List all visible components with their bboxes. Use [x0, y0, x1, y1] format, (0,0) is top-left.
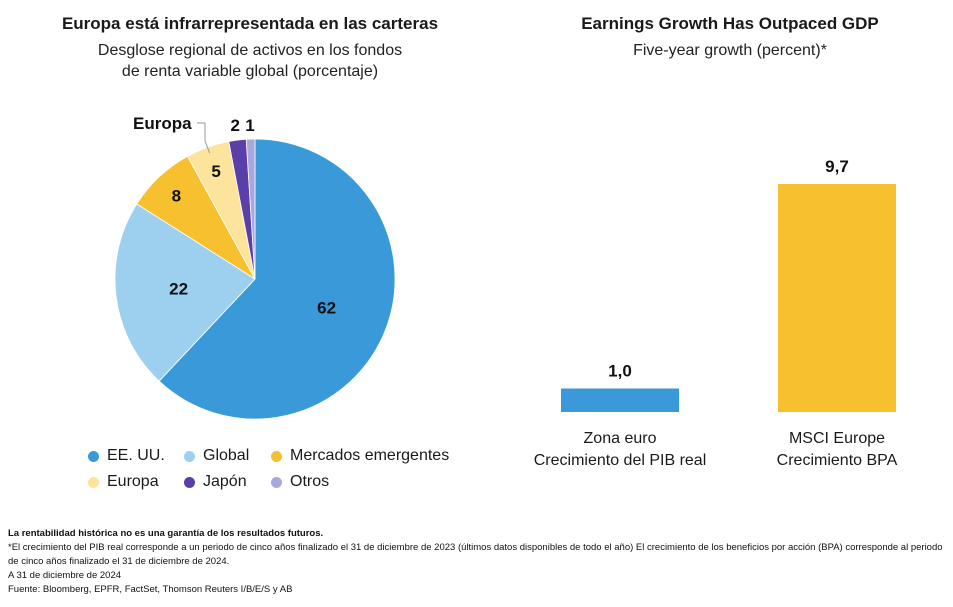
pie-callout-label-europa: Europa [133, 114, 192, 133]
legend-item-ee-uu: EE. UU. [88, 447, 165, 465]
bar-category-label-zona-euro: Zona euro [583, 430, 657, 447]
pie-value-label-global: 22 [169, 280, 188, 299]
legend-swatch-global [184, 450, 195, 462]
legend-swatch-japon [184, 476, 195, 488]
legend-item-mercados-emergentes: Mercados emergentes [271, 447, 449, 465]
chart-canvas: 62 22 8 5 2 1 Europa 1,0 9,7 [114, 114, 896, 420]
legend-item-otros: Otros [271, 473, 329, 491]
legend-item-japon: Japón [184, 473, 247, 491]
legend-swatch-otros [271, 476, 282, 488]
legend-swatch-ee-uu [88, 450, 99, 462]
legend-label-otros: Otros [290, 473, 330, 490]
bar-category-label-msci-europe: MSCI Europe [788, 430, 886, 447]
pie-callout-line [197, 122, 211, 154]
pie-slice-otros [245, 138, 256, 280]
bar-category-sublabel-msci-europe: Crecimiento BPA [776, 452, 898, 469]
legend-item-europa: Europa [88, 473, 159, 491]
pie-slice-ee-uu [158, 138, 396, 420]
pie-value-label-japon: 2 [230, 116, 239, 135]
pie-value-label-ee-uu: 62 [317, 298, 336, 317]
pie-slice-global [114, 203, 256, 382]
legend-item-global: Global [184, 447, 249, 465]
pie-value-label-europa: 5 [211, 162, 220, 181]
bar-chart-title: Earnings Growth Has Outpaced GDP [581, 14, 879, 33]
pie-chart-subtitle-line1: Desglose regional de activos en los fond… [97, 42, 403, 59]
bar-category-sublabel-zona-euro: Crecimiento del PIB real [533, 452, 707, 469]
bar-value-label-zona-euro: 1,0 [608, 361, 632, 380]
chart-notes: La rentabilidad histórica no es una gara… [8, 527, 948, 597]
legend-label-ee-uu: EE. UU. [107, 447, 165, 464]
pie-chart-subtitle-line2: de renta variable global (porcentaje) [121, 63, 379, 80]
pie-value-label-mercados-emergentes: 8 [172, 186, 181, 205]
pie-value-label-otros: 1 [245, 116, 254, 135]
bar-value-label-msci-europe: 9,7 [825, 157, 849, 176]
legend-swatch-europa [88, 476, 99, 488]
footnote-text: *El crecimiento del PIB real corresponde… [8, 542, 943, 567]
bar-zona-euro [561, 388, 679, 412]
legend-label-europa: Europa [107, 473, 159, 490]
pie-chart-title: Europa está infrarrepresentada en las ca… [61, 14, 439, 33]
bar-msci-europe [778, 184, 896, 412]
disclaimer-text: La rentabilidad histórica no es una gara… [8, 528, 324, 539]
legend-label-global: Global [203, 447, 250, 464]
legend-label-mercados-emergentes: Mercados emergentes [290, 447, 450, 464]
legend-label-japon: Japón [203, 473, 247, 490]
bar-chart-subtitle: Five-year growth (percent)* [633, 42, 827, 59]
legend-swatch-mercados-emergentes [271, 450, 282, 462]
source-text: Fuente: Bloomberg, EPFR, FactSet, Thomso… [8, 584, 293, 595]
as-of-date: A 31 de diciembre de 2024 [8, 570, 122, 581]
